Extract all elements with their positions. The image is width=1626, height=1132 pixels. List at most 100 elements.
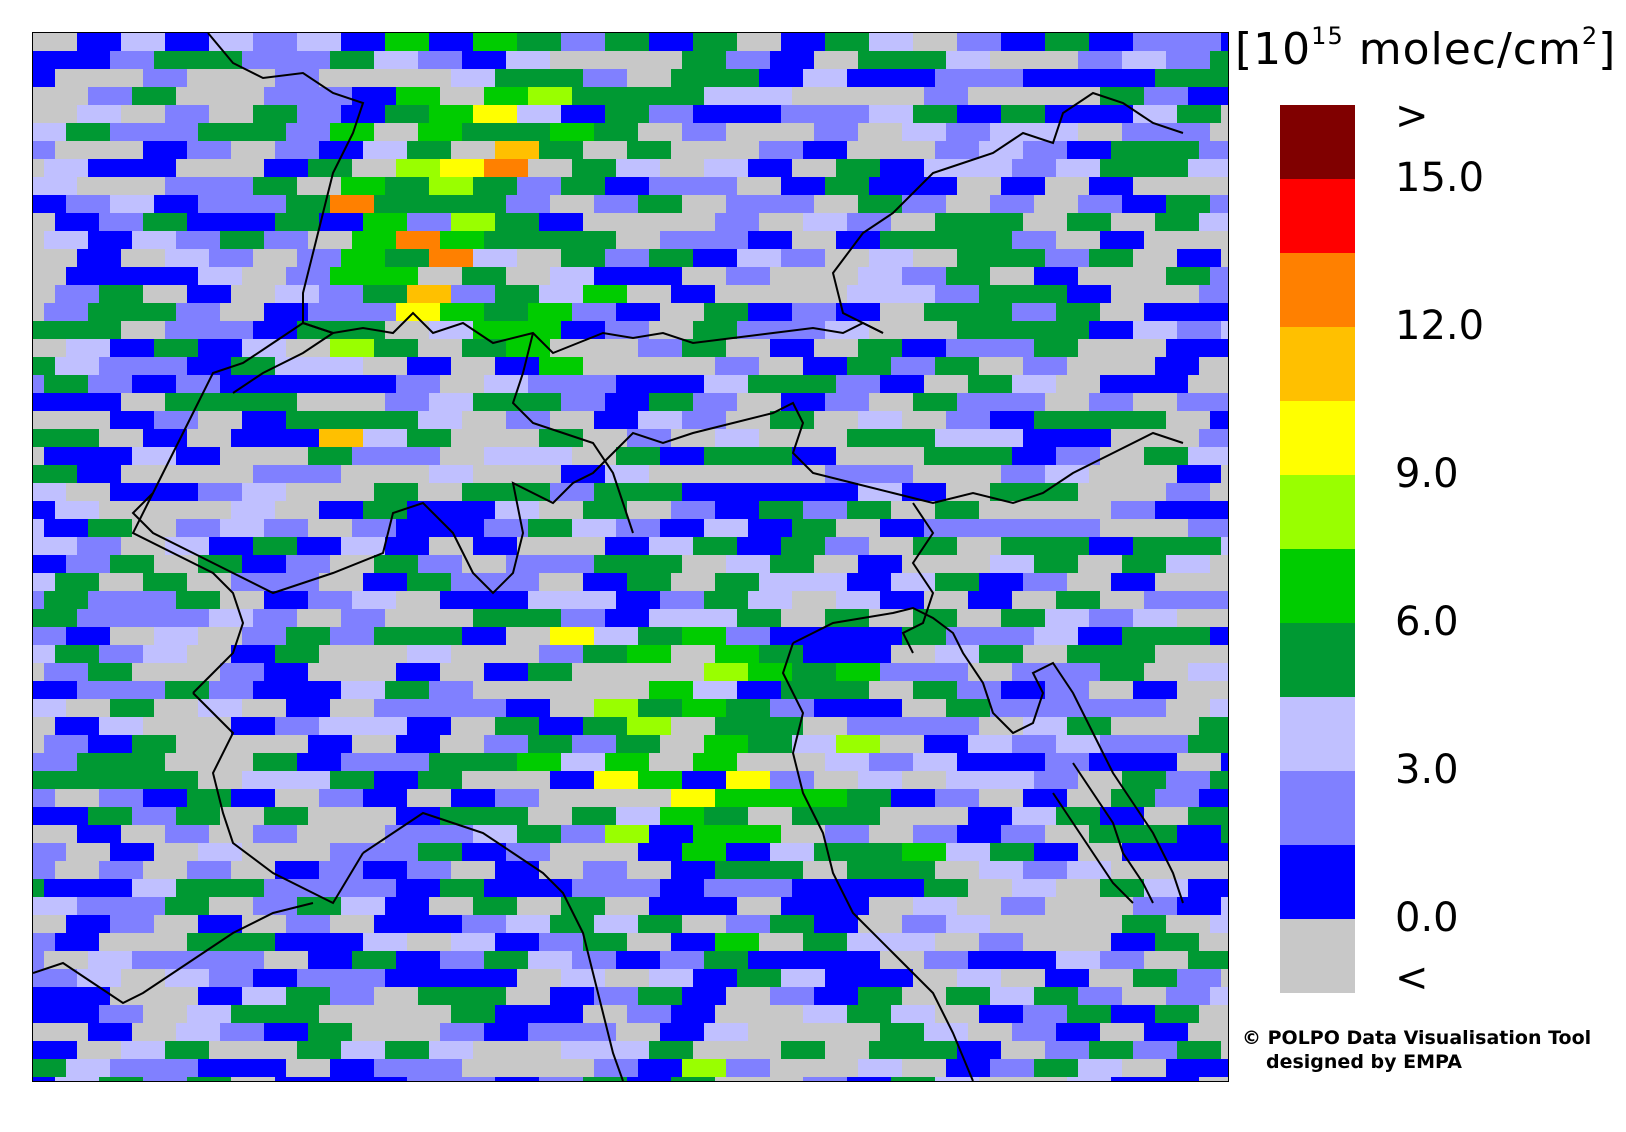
map-pixel: [792, 159, 836, 177]
map-pixel: [715, 357, 759, 375]
map-pixel: [1221, 1041, 1228, 1059]
map-pixel: [341, 33, 385, 51]
map-pixel: [308, 375, 352, 393]
coast-croatia-islands: [1052, 762, 1154, 904]
map-pixel: [33, 141, 55, 159]
map-pixel: [341, 753, 385, 771]
map-pixel: [869, 897, 913, 915]
map-pixel: [638, 51, 682, 69]
map-pixel: [748, 447, 792, 465]
map-pixel: [990, 339, 1034, 357]
map-pixel: [737, 681, 781, 699]
map-pixel: [374, 123, 418, 141]
map-pixel: [693, 465, 737, 483]
map-pixel: [264, 951, 308, 969]
map-pixel: [1056, 231, 1100, 249]
map-pixel: [165, 177, 209, 195]
map-pixel: [374, 915, 418, 933]
map-pixel: [440, 807, 484, 825]
map-pixel: [385, 465, 429, 483]
map-pixel: [847, 357, 891, 375]
map-pixel: [396, 951, 440, 969]
map-pixel: [1023, 861, 1067, 879]
map-pixel: [1177, 321, 1221, 339]
map-pixel: [1034, 1059, 1078, 1077]
map-pixel: [275, 573, 319, 591]
map-pixel: [814, 771, 858, 789]
map-pixel: [528, 1023, 572, 1041]
map-pixel: [550, 843, 594, 861]
map-pixel: [264, 519, 308, 537]
map-pixel: [264, 87, 308, 105]
map-pixel: [121, 321, 165, 339]
map-pixel: [176, 231, 220, 249]
map-pixel: [110, 411, 154, 429]
map-pixel: [33, 537, 77, 555]
map-pixel: [1177, 969, 1221, 987]
map-pixel: [33, 969, 77, 987]
map-pixel: [1133, 825, 1177, 843]
map-pixel: [979, 933, 1023, 951]
map-pixel: [187, 789, 231, 807]
map-pixel: [825, 249, 869, 267]
map-pixel: [627, 717, 671, 735]
map-pixel: [66, 987, 110, 1005]
map-pixel: [539, 69, 583, 87]
map-pixel: [429, 681, 473, 699]
map-pixel: [1199, 429, 1228, 447]
map-pixel: [1045, 249, 1089, 267]
map-pixel: [759, 501, 803, 519]
map-pixel: [473, 177, 517, 195]
map-pixel: [1045, 321, 1089, 339]
map-pixel: [385, 249, 429, 267]
map-pixel: [429, 393, 473, 411]
map-pixel: [1144, 735, 1188, 753]
map-pixel: [1001, 33, 1045, 51]
map-pixel: [154, 51, 198, 69]
map-pixel: [561, 537, 605, 555]
map-pixel: [748, 951, 792, 969]
map-pixel: [1133, 393, 1177, 411]
map-pixel: [330, 771, 374, 789]
map-pixel: [330, 339, 374, 357]
map-pixel: [165, 321, 209, 339]
map-pixel: [33, 807, 44, 825]
map-pixel: [605, 33, 649, 51]
map-pixel: [770, 627, 814, 645]
map-pixel: [924, 87, 968, 105]
map-pixel: [671, 429, 715, 447]
map-pixel: [1210, 411, 1228, 429]
map-pixel: [1144, 159, 1188, 177]
map-pixel: [1100, 159, 1144, 177]
map-pixel: [198, 555, 242, 573]
map-pixel: [847, 933, 891, 951]
map-pixel: [858, 843, 902, 861]
map-pixel: [88, 87, 132, 105]
map-pixel: [44, 87, 88, 105]
map-pixel: [1155, 213, 1199, 231]
map-pixel: [242, 1059, 286, 1077]
map-pixel: [671, 69, 715, 87]
map-pixel: [462, 1059, 506, 1077]
map-pixel: [132, 591, 176, 609]
map-pixel: [715, 717, 759, 735]
map-pixel: [803, 357, 847, 375]
map-pixel: [198, 51, 242, 69]
map-pixel: [209, 537, 253, 555]
map-pixel: [176, 303, 220, 321]
map-pixel: [1199, 69, 1228, 87]
map-pixel: [308, 663, 352, 681]
map-pixel: [902, 843, 946, 861]
map-pixel: [154, 483, 198, 501]
map-pixel: [132, 375, 176, 393]
unit-exponent: 15: [1311, 22, 1344, 50]
map-pixel: [33, 879, 44, 897]
map-pixel: [517, 249, 561, 267]
map-pixel: [1111, 573, 1155, 591]
map-pixel: [506, 195, 550, 213]
map-pixel: [176, 1023, 220, 1041]
map-pixel: [231, 141, 275, 159]
legend-tick-above: >: [1395, 93, 1429, 139]
map-pixel: [671, 357, 715, 375]
map-pixel: [1122, 627, 1166, 645]
